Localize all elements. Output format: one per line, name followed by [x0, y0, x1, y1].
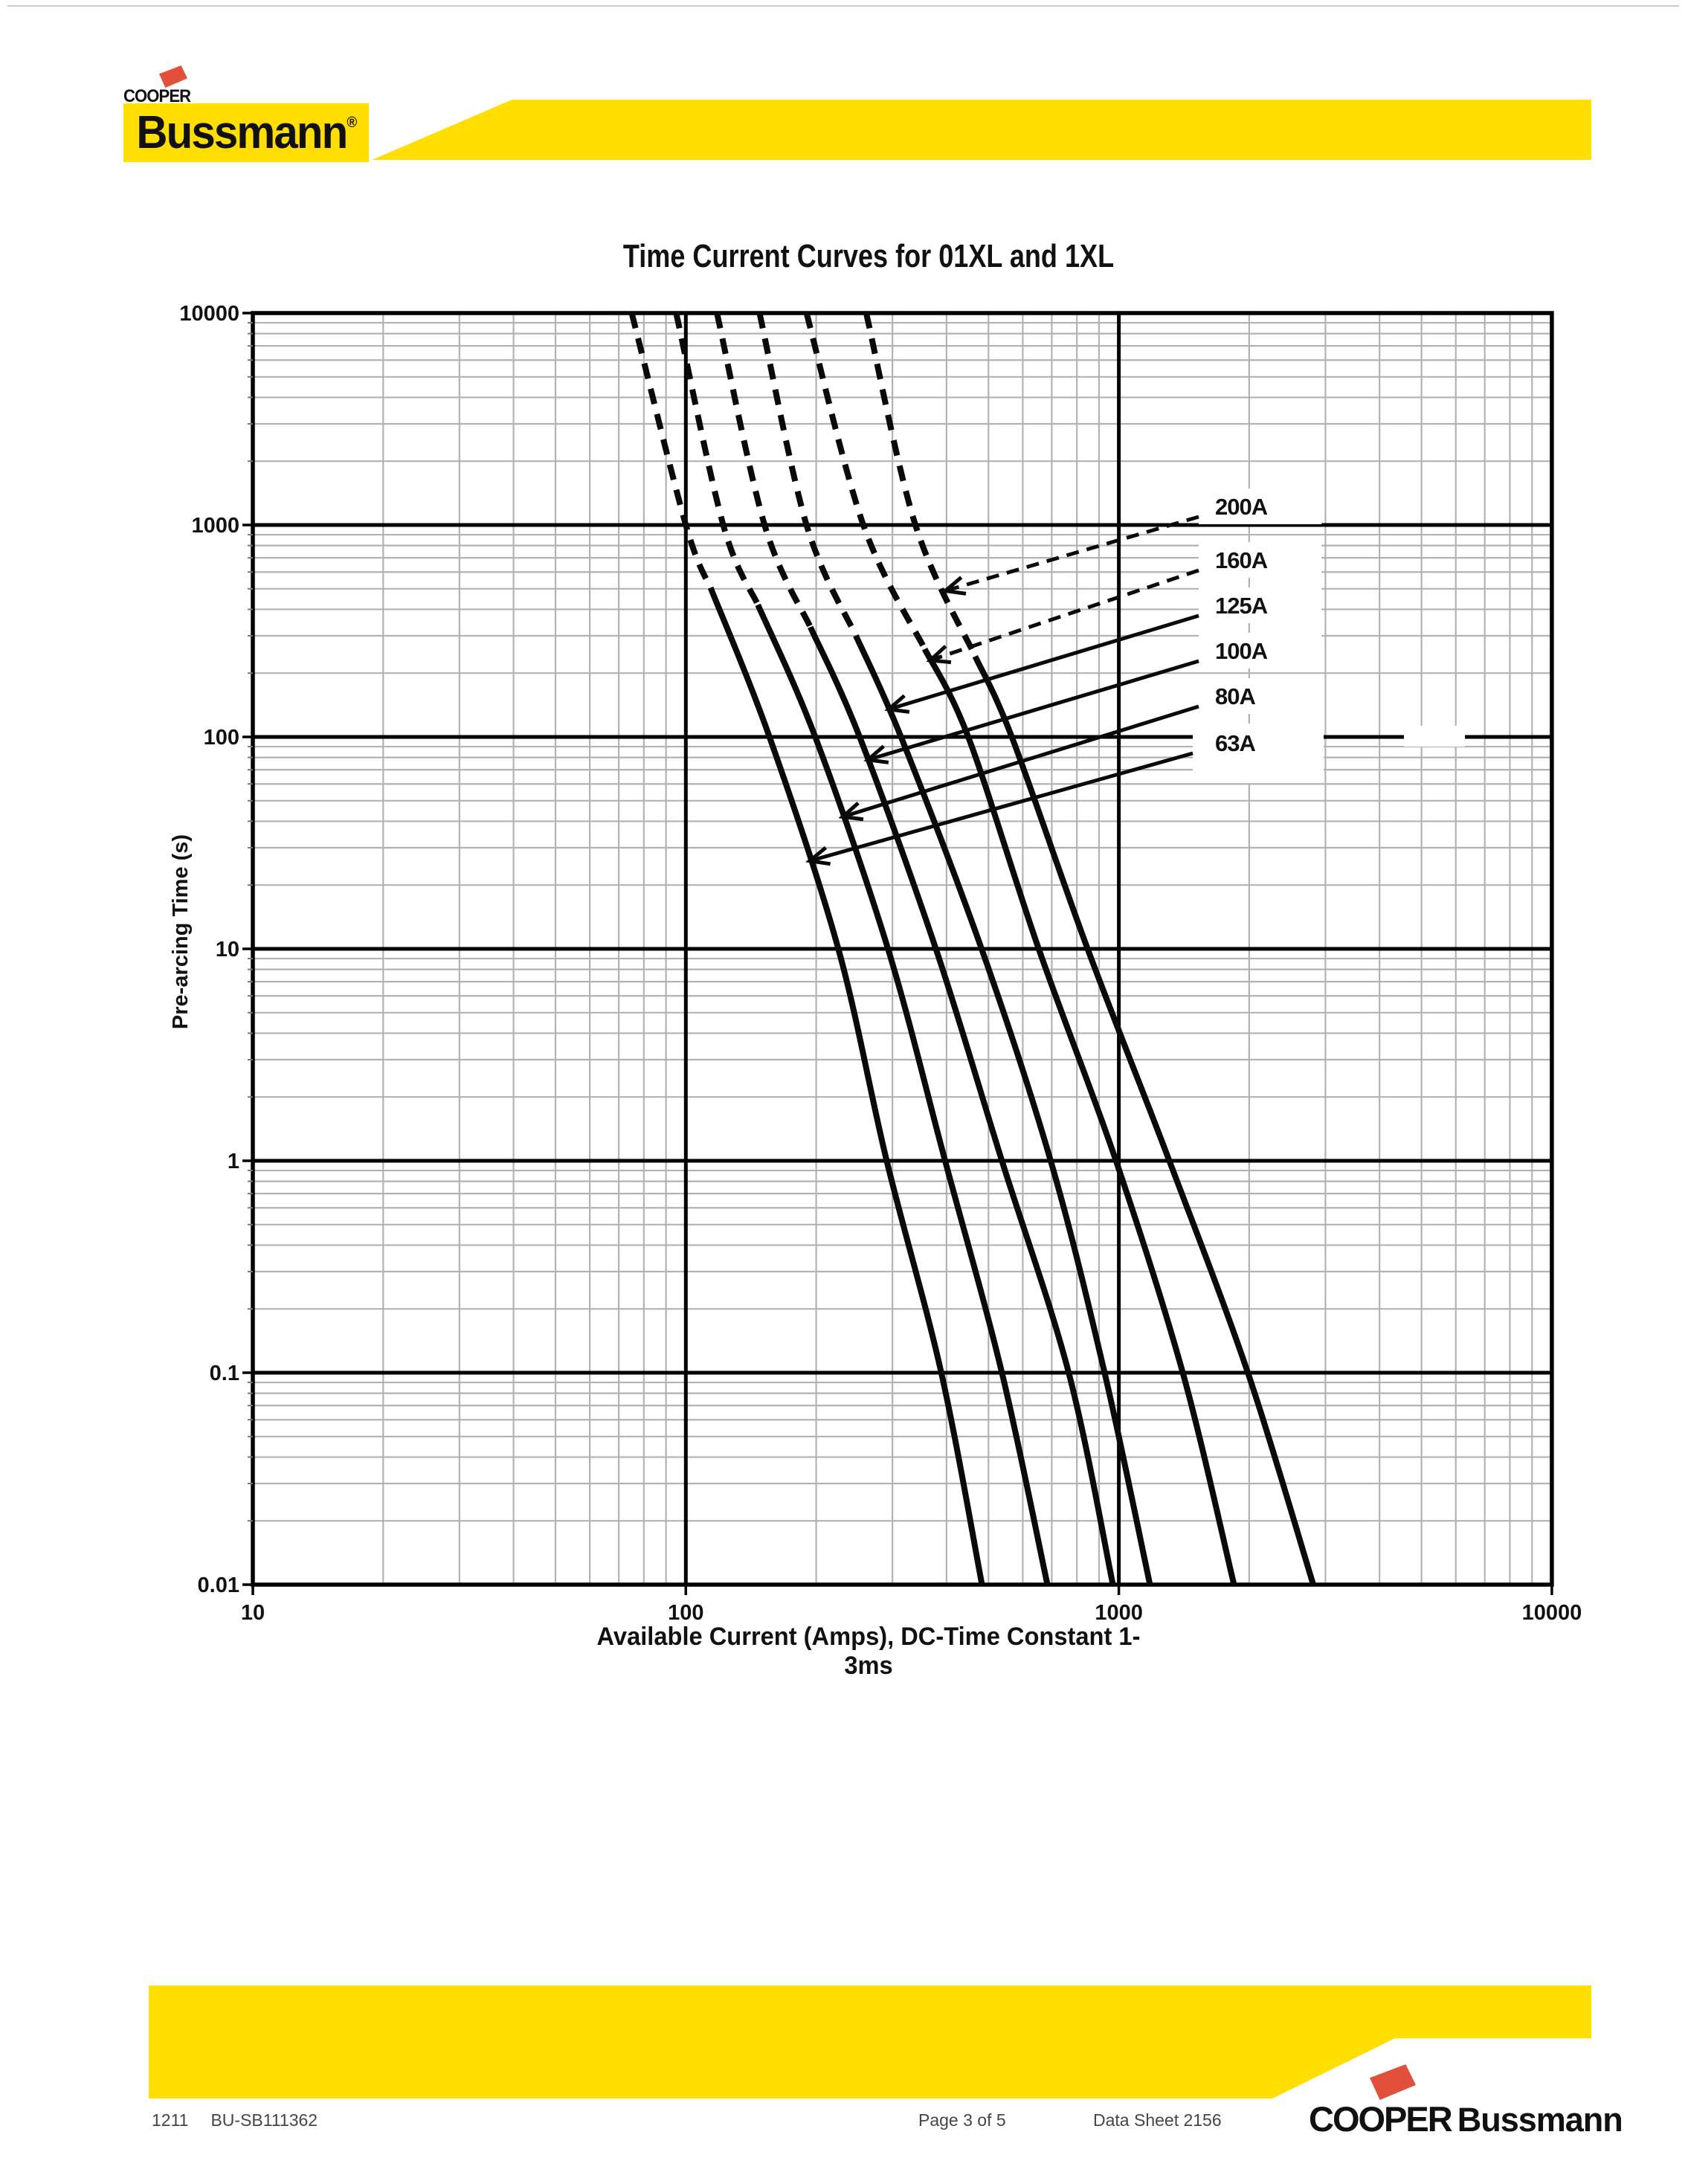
curve-label-200A: 200A	[1215, 494, 1268, 520]
bussmann-wordmark-bottom: Bussmann	[1457, 2101, 1623, 2139]
x-tick-label: 1000	[1095, 1601, 1143, 1625]
cooper-bussmann-logo: COOPER Bussmann	[1309, 2098, 1623, 2139]
curve-label-125A: 125A	[1215, 593, 1268, 619]
curve-63A-dashed	[628, 312, 714, 590]
y-tick-label: 10	[216, 938, 239, 961]
curve-80A-dashed	[673, 312, 761, 607]
fuse-curves	[628, 312, 1316, 1586]
registered-mark: ®	[347, 115, 357, 131]
label-bg-63A	[1193, 724, 1324, 783]
y-tick-label: 10000	[179, 302, 239, 326]
label-backgrounds	[1193, 489, 1465, 783]
y-tick-label: 0.01	[198, 1573, 239, 1597]
curve-160A-dashed	[803, 312, 928, 651]
curve-label-80A: 80A	[1215, 683, 1255, 709]
arrowhead-125A	[884, 694, 910, 714]
curve-200A-solid	[972, 654, 1316, 1586]
cooper-wordmark-bottom: COOPER	[1309, 2099, 1453, 2139]
footer-date-code: 1211	[152, 2110, 189, 2130]
curve-200A-dashed	[863, 312, 979, 658]
label-bg-160A	[1199, 542, 1321, 578]
x-tick-label: 10	[241, 1601, 265, 1625]
arrowhead-100A	[863, 744, 889, 764]
cooper-wordmark: COOPER	[123, 86, 191, 106]
label-bg-125A	[1199, 587, 1321, 623]
curve-80A-solid	[755, 603, 1051, 1585]
x-axis-title: Available Current (Amps), DC-Time Consta…	[596, 1623, 1141, 1680]
chart-title: Time Current Curves for 01XL and 1XL	[622, 238, 1115, 274]
y-tick-label: 1000	[191, 514, 239, 538]
pointer-line-125A	[888, 613, 1199, 712]
footer-left: 1211 BU-SB111362	[152, 2110, 318, 2130]
label-bg-200A	[1199, 489, 1321, 524]
curve-125A-solid	[853, 634, 1153, 1585]
curve-label-160A: 160A	[1215, 547, 1268, 573]
y-tick-label: 0.1	[210, 1362, 239, 1385]
bussmann-logo-box: Bussmann®	[123, 103, 369, 162]
pointer-line-160A	[930, 568, 1199, 663]
pointer-line-200A	[944, 515, 1199, 593]
pointer-line-100A	[867, 659, 1199, 762]
bussmann-wordmark: Bussmann®	[136, 107, 358, 158]
curve-160A-solid	[921, 647, 1237, 1585]
curve-annotations: 200A 160A 125A 100A 80A 63A	[805, 494, 1269, 866]
y-tick-label: 100	[204, 726, 239, 750]
arrowhead-63A	[805, 845, 831, 866]
axes	[242, 311, 1554, 1595]
label-bg-80A	[1199, 678, 1321, 714]
x-tick-label: 10000	[1522, 1601, 1582, 1625]
curve-label-100A: 100A	[1215, 638, 1268, 664]
pointer-line-80A	[842, 704, 1199, 819]
x-tick-label: 100	[668, 1601, 703, 1625]
label-bg-100A	[1199, 633, 1321, 669]
curve-100A-solid	[808, 625, 1116, 1585]
arrowhead-80A	[838, 802, 864, 822]
arrowhead-160A	[926, 645, 952, 665]
gridline-break-patch	[1404, 726, 1465, 747]
yellow-banner-top	[372, 100, 1591, 160]
footer-datasheet-number: Data Sheet 2156	[1093, 2110, 1222, 2130]
curve-63A-solid	[708, 587, 985, 1585]
footer-page-number: Page 3 of 5	[918, 2110, 1006, 2130]
arrowhead-200A	[941, 576, 967, 596]
pointer-line-63A	[809, 751, 1193, 863]
curve-100A-dashed	[714, 312, 814, 628]
y-tick-label: 1	[228, 1150, 239, 1173]
curve-125A-dashed	[756, 312, 859, 637]
scan-edge-line	[7, 5, 1679, 7]
curve-label-63A: 63A	[1215, 730, 1255, 756]
footer-doc-number: BU-SB111362	[210, 2110, 318, 2130]
